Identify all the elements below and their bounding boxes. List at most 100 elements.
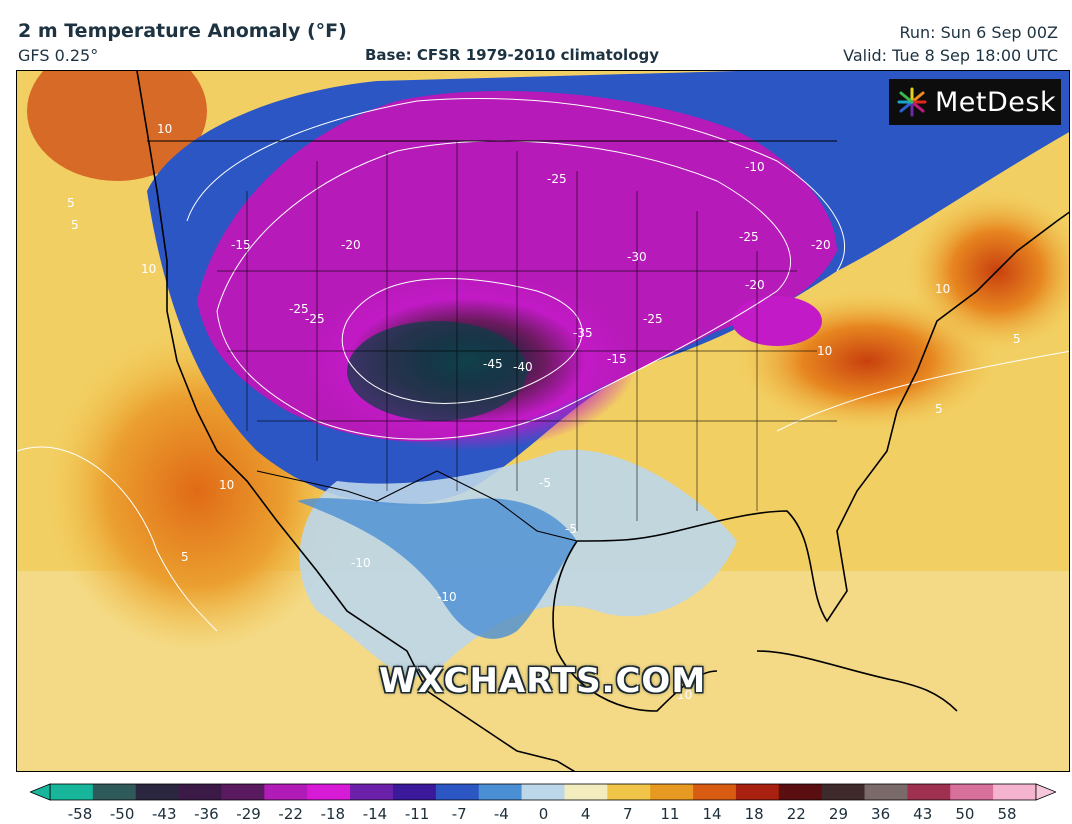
colorbar-tick-label: 18 <box>744 805 764 823</box>
colorbar-tick-label: 0 <box>538 805 549 823</box>
colorbar-tick-label: 14 <box>702 805 722 823</box>
colorbar-tick-label: -18 <box>320 805 346 823</box>
colorbar-segment <box>50 784 94 800</box>
isoline-label: -10 <box>351 556 371 570</box>
colorbar-segment <box>264 784 308 800</box>
isoline-label: -25 <box>739 230 759 244</box>
isoline-label: -20 <box>341 238 361 252</box>
anomaly-map-canvas: -25 -30 -35 -40 -45 -25 -25 -20 -15 -10 … <box>17 71 1069 771</box>
isoline-label: 5 <box>935 402 943 416</box>
isoline-label: 5 <box>181 550 189 564</box>
colorbar-tick-label: -58 <box>67 805 93 823</box>
colorbar-segment <box>607 784 651 800</box>
colorbar-segment <box>650 784 694 800</box>
colorbar-tick-label: 4 <box>580 805 591 823</box>
colorbar-segment <box>821 784 866 800</box>
isoline-label: 5 <box>1013 332 1021 346</box>
colorbar-tick-label: -36 <box>194 805 219 823</box>
isoline-label: -15 <box>607 352 627 366</box>
isoline-label: 10 <box>219 478 234 492</box>
mexico-cool-anomaly <box>297 498 577 639</box>
colorbar-tick-label: -4 <box>493 805 509 823</box>
colorbar-segment <box>864 784 908 800</box>
isoline-label: 10 <box>141 262 156 276</box>
colorbar-tick-label: 11 <box>660 805 680 823</box>
colorbar-segment <box>950 784 994 800</box>
colorbar-tick-label: -11 <box>404 805 430 823</box>
chart-title: 2 m Temperature Anomaly (°F) <box>18 20 347 42</box>
colorbar-tick-label: 22 <box>786 805 806 823</box>
colorbar-tick-label: 58 <box>997 805 1017 823</box>
metdesk-logo: MetDesk <box>889 79 1061 125</box>
great-lakes-cold-anomaly <box>732 296 822 346</box>
us-mexico-border <box>256 470 578 542</box>
model-label: GFS 0.25° <box>18 46 99 65</box>
colorbar-segment <box>521 784 565 800</box>
isoline-label: -5 <box>565 522 577 536</box>
colorbar-segment <box>392 784 437 800</box>
colorbar-tick-label: 43 <box>913 805 933 823</box>
colorbar-tick-label: -22 <box>278 805 303 823</box>
state-borders <box>217 141 837 531</box>
isoline-label: 10 <box>677 688 692 702</box>
isoline-label: -10 <box>437 590 457 604</box>
colorbar-max-arrow <box>1035 783 1056 801</box>
maritimes-warm-anomaly <box>907 191 1069 351</box>
isoline-label: 10 <box>157 122 172 136</box>
isoline-label: -25 <box>305 312 325 326</box>
isoline-label: -35 <box>573 326 593 340</box>
cuba-coastline <box>756 650 958 712</box>
atlantic-gulf-coastline <box>576 211 1069 623</box>
colorbar-segment <box>350 784 394 800</box>
colorbar-tick-label: 29 <box>828 805 848 823</box>
colorbar-segment <box>907 784 951 800</box>
colorbar-segment <box>993 784 1037 800</box>
pacific-nw-warm-anomaly <box>27 71 207 181</box>
colorbar-tick-label: -43 <box>152 805 177 823</box>
valid-time-label: Valid: Tue 8 Sep 18:00 UTC <box>843 46 1058 65</box>
colorbar-segment <box>221 784 265 800</box>
isoline-label: -25 <box>547 172 567 186</box>
isoline-plus5-west <box>17 446 218 632</box>
colorbar-segment <box>92 784 137 800</box>
isoline-label: 10 <box>817 344 832 358</box>
isoline-minus25 <box>216 140 791 440</box>
colorbar-segment <box>693 784 737 800</box>
isoline-label: -20 <box>811 238 831 252</box>
colorbar-tick-label: 7 <box>622 805 633 823</box>
wxcharts-watermark: WXCHARTS.COM <box>379 661 707 701</box>
colorbar-tick-label: -29 <box>236 805 261 823</box>
isoline-label: 10 <box>935 282 950 296</box>
isoline-minus35 <box>341 278 583 404</box>
isoline-label: -10 <box>745 160 765 174</box>
isoline-label: -20 <box>745 278 765 292</box>
isoline-label: 5 <box>67 196 75 210</box>
colorbar-segment <box>778 784 823 800</box>
colorbar-segment <box>307 784 351 800</box>
isoline-label: 5 <box>71 218 79 232</box>
isoline-label: -25 <box>643 312 663 326</box>
colorbar-segment <box>478 784 523 800</box>
cold-anomaly-minimum <box>347 321 527 421</box>
colorbar-tick-label: -50 <box>109 805 135 823</box>
colorbar-segment <box>735 784 780 800</box>
colorbar-tick-label: 50 <box>955 805 975 823</box>
gulf-of-mexico-coastline <box>552 540 718 712</box>
anomaly-colorbar <box>30 783 1056 801</box>
isoline-label: -5 <box>539 476 551 490</box>
climatology-base-label: Base: CFSR 1979-2010 climatology <box>365 46 660 64</box>
pacific-coastline <box>136 71 576 771</box>
metdesk-star-icon <box>897 87 927 117</box>
colorbar-segment <box>178 784 222 800</box>
isoline-label: -15 <box>231 238 251 252</box>
colorbar-tick-label: 36 <box>871 805 891 823</box>
isoline-label: -25 <box>289 302 309 316</box>
isoline-label: -40 <box>513 360 533 374</box>
isoline-minus10 <box>186 98 845 272</box>
colorbar-segment <box>435 784 480 800</box>
isoline-labels: -25 -30 -35 -40 -45 -25 -25 -20 -15 -10 … <box>67 122 1021 702</box>
colorbar-tick-label: -14 <box>362 805 388 823</box>
colorbar-min-arrow <box>30 783 51 801</box>
anomaly-map: -25 -30 -35 -40 -45 -25 -25 -20 -15 -10 … <box>16 70 1070 772</box>
colorbar-tick-label: -7 <box>451 805 467 823</box>
